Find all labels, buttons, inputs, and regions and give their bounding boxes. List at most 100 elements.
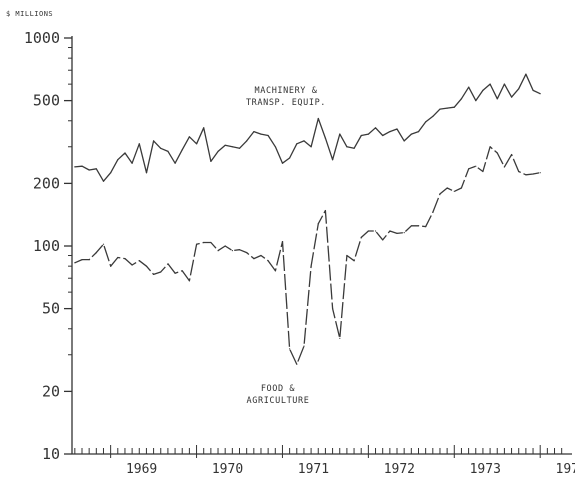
series-layer — [74, 73, 541, 365]
machinery-point — [124, 152, 126, 154]
food-point — [88, 259, 90, 261]
food-point — [396, 232, 398, 234]
food-point — [425, 226, 427, 228]
food-point — [167, 263, 169, 265]
machinery-point — [260, 133, 262, 135]
machinery-point — [453, 106, 455, 108]
food-point — [188, 280, 190, 282]
machinery-point — [303, 140, 305, 142]
food-point — [95, 252, 97, 254]
machinery-point — [110, 172, 112, 174]
x-tick-label: 1969 — [126, 462, 157, 477]
food-point — [468, 168, 470, 170]
food-point — [324, 210, 326, 212]
food-point — [203, 241, 205, 244]
x-tick-label: 1971 — [298, 462, 329, 477]
machinery-point — [475, 100, 477, 102]
machinery-point — [539, 93, 541, 95]
food-point — [267, 260, 269, 262]
machinery-point — [253, 131, 255, 133]
machinery-point — [181, 149, 183, 151]
machinery-point — [403, 140, 405, 142]
y-tick-label: 20 — [42, 382, 60, 400]
machinery-point — [425, 121, 427, 123]
machinery-point — [95, 168, 97, 170]
machinery-point — [532, 89, 534, 91]
food-point — [503, 166, 505, 168]
machinery-point — [231, 146, 233, 148]
food-point — [317, 223, 319, 225]
machinery-point — [224, 144, 226, 146]
food-point — [446, 187, 448, 189]
machinery-point — [503, 83, 505, 85]
food-point — [310, 265, 312, 267]
food-point — [511, 154, 513, 156]
food-point — [160, 271, 162, 273]
food-series-label: FOOD & — [261, 384, 296, 394]
machinery-point — [439, 108, 441, 110]
machinery-point — [102, 180, 105, 182]
machinery-point — [167, 150, 169, 152]
machinery-point — [417, 131, 420, 133]
food-point — [231, 250, 233, 252]
food-point — [303, 345, 305, 347]
machinery-point — [525, 73, 527, 75]
machinery-point — [296, 143, 298, 145]
machinery-point — [153, 140, 155, 142]
machinery-point — [374, 127, 377, 129]
food-point — [539, 172, 541, 174]
machinery-point — [88, 169, 90, 171]
food-point — [296, 363, 298, 365]
food-point — [518, 170, 520, 173]
y-axis-unit-label: $ MILLIONS — [6, 10, 54, 18]
machinery-point — [217, 150, 219, 152]
food-point — [131, 264, 133, 266]
food-point — [224, 245, 226, 247]
x-tick-label: 1972 — [384, 462, 415, 477]
x-tick-label: 1973 — [470, 462, 501, 477]
machinery-point — [274, 146, 276, 148]
machinery-point — [174, 162, 176, 164]
food-point — [260, 254, 262, 257]
food-point — [253, 258, 255, 260]
food-point — [410, 225, 412, 227]
y-tick-label: 500 — [33, 92, 60, 110]
machinery-point — [382, 134, 384, 137]
machinery-point — [324, 137, 326, 139]
food-point — [110, 265, 112, 267]
machinery-point — [468, 86, 470, 88]
y-tick-label: 50 — [42, 300, 60, 318]
machinery-point — [396, 128, 398, 130]
food-point — [238, 249, 241, 251]
y-tick-label: 10 — [42, 445, 60, 463]
food-point — [181, 270, 183, 272]
food-point — [432, 211, 434, 213]
x-tick-label: 1974 — [556, 462, 575, 477]
machinery-point — [518, 88, 520, 90]
food-point — [74, 262, 76, 264]
food-point — [196, 243, 198, 245]
machinery-point — [289, 157, 291, 159]
food-point — [274, 270, 276, 272]
axes: 10 20 50 100 200 500 1000 1969 1970 1971 1972 1973 1… — [24, 29, 575, 477]
machinery-point — [496, 98, 498, 100]
machinery-point — [238, 147, 241, 149]
food-point — [460, 187, 462, 189]
machinery-point — [410, 133, 412, 135]
machinery-point — [346, 146, 348, 148]
machinery-point — [160, 147, 162, 149]
food-series-line — [74, 146, 541, 365]
machinery-point — [145, 172, 148, 174]
machinery-point — [138, 143, 140, 145]
machinery-point — [432, 115, 434, 117]
machinery-point — [81, 165, 83, 167]
food-point — [360, 236, 362, 238]
food-point — [124, 258, 126, 260]
machinery-point — [482, 89, 484, 91]
food-point — [353, 260, 355, 262]
food-point — [117, 256, 119, 259]
machinery-point — [489, 83, 491, 85]
food-point — [439, 193, 441, 195]
food-series-label: AGRICULTURE — [247, 396, 310, 406]
food-point — [367, 230, 369, 232]
